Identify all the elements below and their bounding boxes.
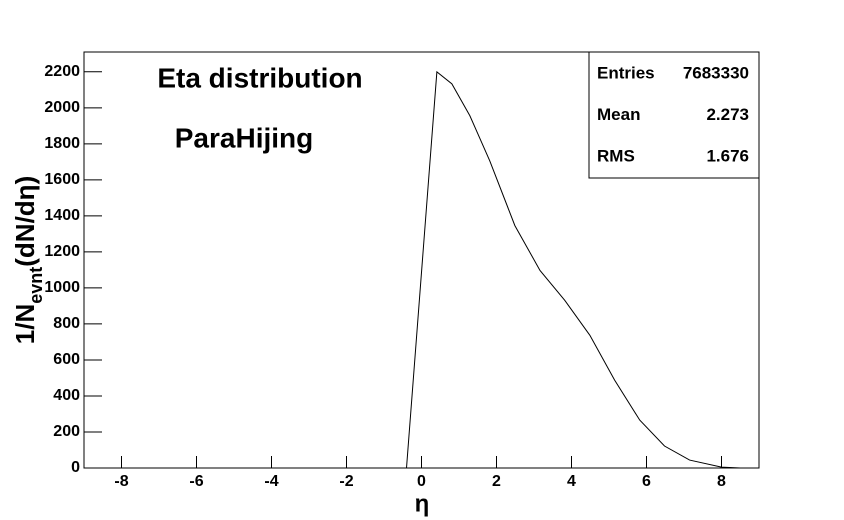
stats-value: 7683330: [683, 63, 749, 82]
x-tick-label: -2: [339, 473, 353, 490]
y-label-tail: (dN/dη): [10, 176, 40, 267]
stats-label: Mean: [597, 105, 640, 124]
data-line: [406, 70, 741, 469]
y-label-main: 1/N: [10, 304, 40, 344]
chart-subtitle: ParaHijing: [175, 122, 313, 153]
y-tick-label: 1000: [44, 279, 80, 296]
x-axis-label: η: [415, 490, 430, 517]
x-tick-label: 2: [492, 473, 501, 490]
stats-value: 2.273: [706, 105, 749, 124]
y-tick-label: 1200: [44, 243, 80, 260]
y-tick-label: 2000: [44, 99, 80, 116]
stats-label: RMS: [597, 146, 635, 165]
y-tick-label: 1800: [44, 135, 80, 152]
x-tick-label: -8: [114, 473, 128, 490]
x-tick-label: 8: [717, 473, 726, 490]
y-label-sub: evnt: [26, 267, 46, 304]
y-tick-label: 600: [53, 351, 80, 368]
x-tick-label: -6: [189, 473, 203, 490]
y-tick-label: 0: [71, 459, 80, 476]
y-tick-label: 2200: [44, 63, 80, 80]
y-tick-label: 400: [53, 387, 80, 404]
x-tick-label: -4: [264, 473, 278, 490]
y-tick-label: 1400: [44, 207, 80, 224]
chart-title: Eta distribution: [157, 62, 362, 93]
y-tick-label: 1600: [44, 171, 80, 188]
stats-box: [588, 51, 760, 179]
y-axis-label: 1/Nevnt(dN/dη): [10, 176, 46, 344]
stats-label: Entries: [597, 63, 655, 82]
y-tick-label: 200: [53, 423, 80, 440]
x-tick-label: 0: [417, 473, 426, 490]
x-tick-label: 6: [642, 473, 651, 490]
stats-value: 1.676: [706, 146, 749, 165]
x-tick-label: 4: [567, 473, 576, 490]
y-tick-label: 800: [53, 315, 80, 332]
